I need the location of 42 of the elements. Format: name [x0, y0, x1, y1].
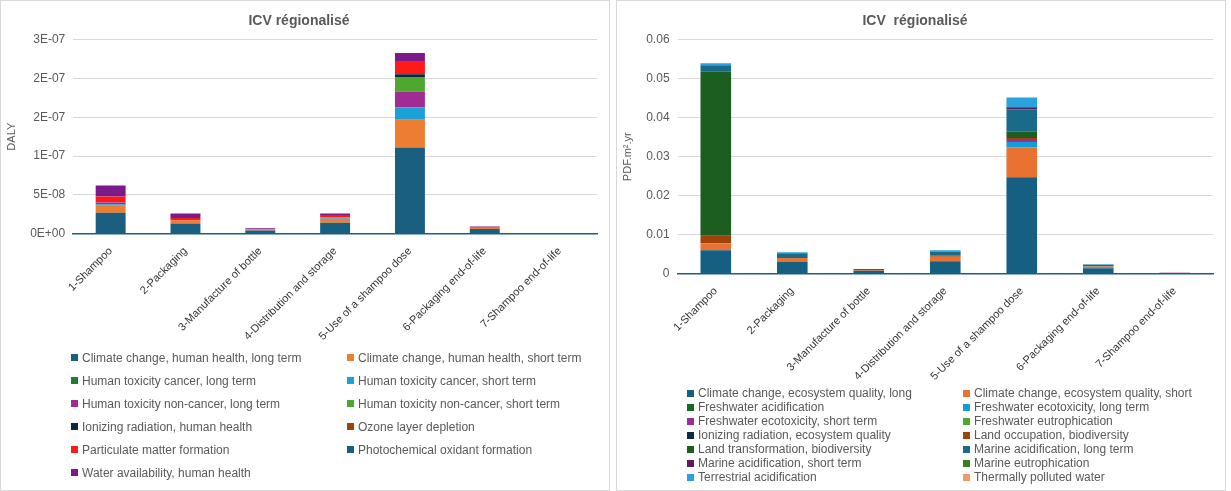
y-tick-label: 0 [662, 265, 670, 280]
legend-label: Marine acidification, long term [973, 442, 1135, 456]
chart-title: ICV régionalisé [248, 12, 350, 29]
y-tick-label: 5E-08 [33, 187, 66, 202]
legend-label: Human toxicity cancer, long term [81, 372, 258, 390]
y-tick-label: 0.01 [646, 226, 670, 241]
legend-label: Human toxicity cancer, short term [357, 372, 538, 390]
legend-label: Marine eutrophication [973, 456, 1091, 470]
y-tick-label: 0.04 [646, 110, 670, 125]
legend-label: Ozone layer depletion [357, 418, 476, 436]
y-tick-label: 0.05 [646, 71, 670, 86]
legend-label: Human toxicity non-cancer, long term [81, 395, 282, 413]
legend-label: Particulate matter formation [81, 441, 231, 459]
legend-label: Ionizing radiation, ecosystem quality [697, 428, 892, 442]
y-tick-label: 2E-07 [33, 109, 66, 124]
legend-label: Climate change, ecosystem quality, short [973, 386, 1193, 400]
legend-label: Marine acidification, short term [697, 456, 863, 470]
legend-label: Freshwater ecotoxicity, long term [973, 400, 1151, 414]
legend-label: Thermally polluted water [973, 470, 1106, 484]
legend-label: Ionizing radiation, human health [81, 418, 254, 436]
y-tick-label: 0.02 [646, 187, 670, 202]
y-tick-label: 2E-07 [33, 70, 66, 85]
y-tick-label: 0E+00 [30, 225, 66, 240]
y-tick-label: 3E-07 [33, 32, 66, 47]
legend-label: Freshwater eutrophication [973, 414, 1114, 428]
legend-label: Land occupation, biodiversity [973, 428, 1130, 442]
legend-label: Freshwater ecotoxicity, short term [697, 414, 879, 428]
y-tick-label: 0.06 [646, 32, 670, 47]
y-tick-label: 1E-07 [33, 148, 66, 163]
legend-label: Climate change, human health, short term [357, 349, 583, 367]
chart-title: ICV régionalisé [862, 12, 968, 29]
y-tick-label: 0.03 [646, 149, 670, 164]
y-axis-title: PDF.m².yr [620, 131, 633, 182]
y-axis-title: DALY [4, 122, 17, 151]
legend-label: Photochemical oxidant formation [357, 441, 534, 459]
legend-label: Human toxicity non-cancer, short term [357, 395, 562, 413]
legend-label: Climate change, human health, long term [81, 349, 303, 367]
legend-label: Water availability, human health [81, 464, 252, 482]
legend-label: Freshwater acidification [697, 400, 826, 414]
legend-label: Land transformation, biodiversity [697, 442, 873, 456]
legend-label: Climate change, ecosystem quality, long [697, 386, 913, 400]
legend-label: Terrestrial acidification [697, 470, 818, 484]
